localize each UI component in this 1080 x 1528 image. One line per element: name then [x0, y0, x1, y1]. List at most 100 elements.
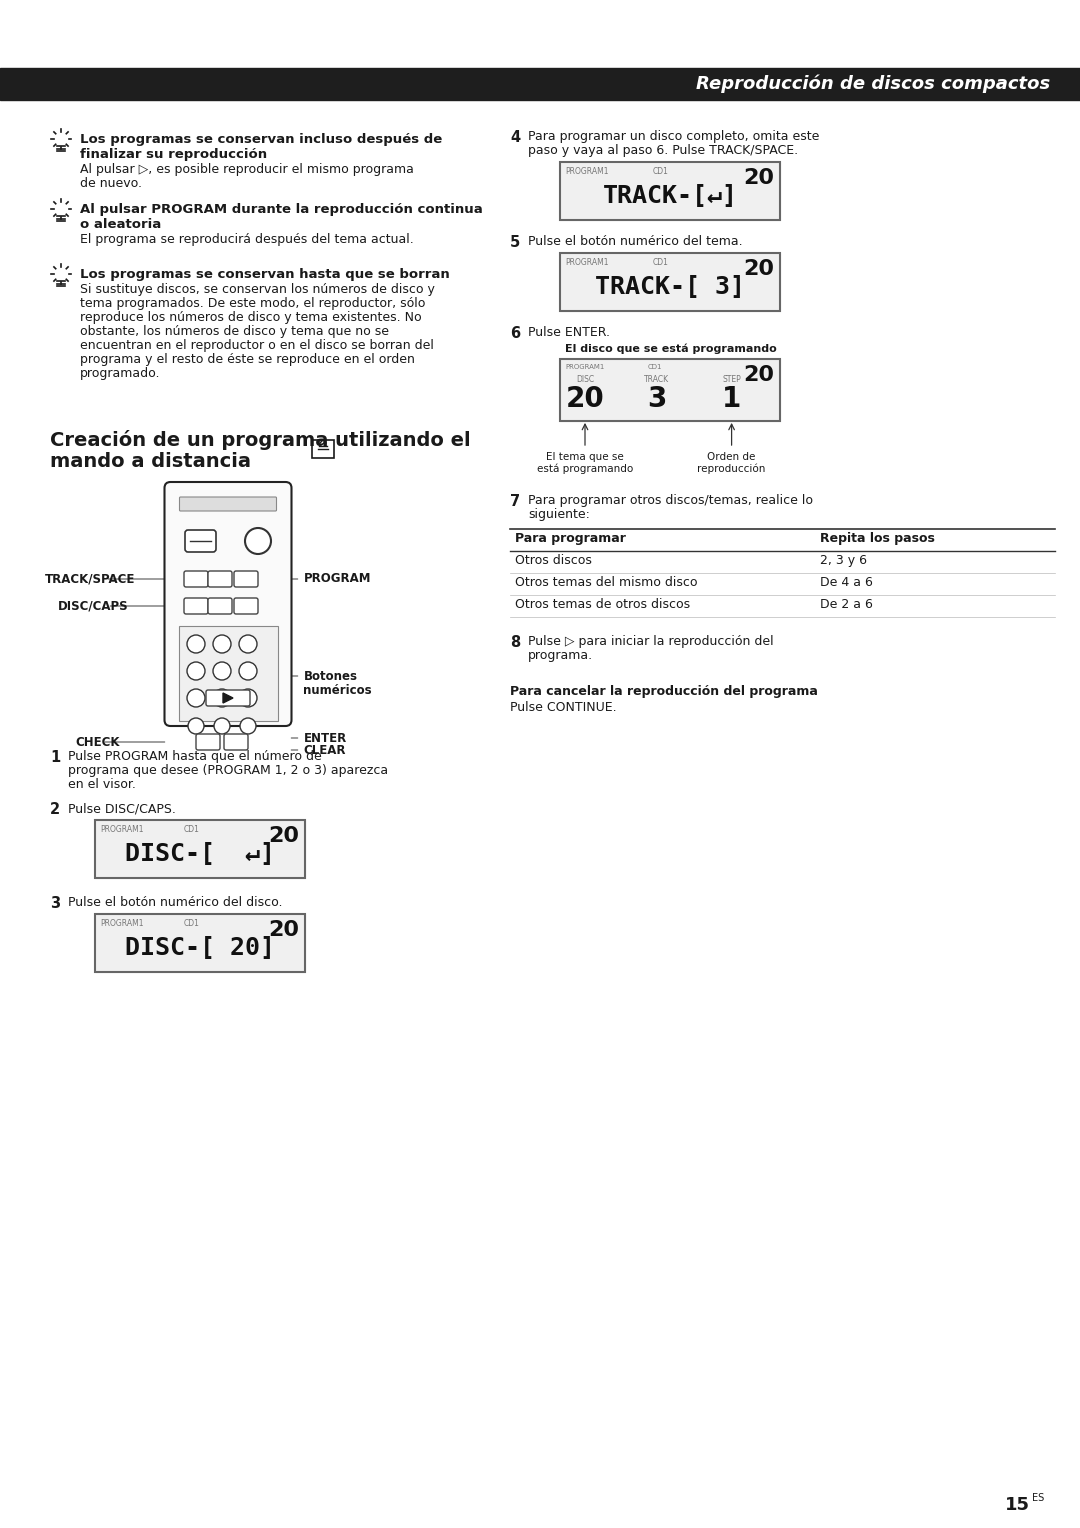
- Bar: [95, 821, 305, 879]
- FancyBboxPatch shape: [195, 733, 220, 750]
- Text: PROGRAM1: PROGRAM1: [100, 918, 144, 927]
- FancyBboxPatch shape: [208, 597, 232, 614]
- Text: 2, 3 y 6: 2, 3 y 6: [820, 555, 867, 567]
- Text: Los programas se conservan hasta que se borran: Los programas se conservan hasta que se …: [80, 267, 449, 281]
- Text: obstante, los números de disco y tema que no se: obstante, los números de disco y tema qu…: [80, 325, 389, 338]
- Text: DISC: DISC: [576, 374, 594, 384]
- Text: Para programar un disco completo, omita este: Para programar un disco completo, omita …: [528, 130, 820, 144]
- Text: Pulse DISC/CAPS.: Pulse DISC/CAPS.: [68, 802, 176, 814]
- Text: El tema que se
está programando: El tema que se está programando: [537, 452, 633, 474]
- Text: 15: 15: [1005, 1496, 1030, 1514]
- Text: Pulse CONTINUE.: Pulse CONTINUE.: [510, 701, 617, 714]
- Bar: [95, 914, 305, 972]
- FancyBboxPatch shape: [234, 597, 258, 614]
- Text: El disco que se está programando: El disco que se está programando: [565, 344, 777, 354]
- Text: 3: 3: [50, 895, 60, 911]
- Text: programado.: programado.: [80, 367, 161, 380]
- Text: Pulse el botón numérico del disco.: Pulse el botón numérico del disco.: [68, 895, 283, 909]
- Text: CD1: CD1: [652, 258, 669, 267]
- Text: PROGRAM1: PROGRAM1: [565, 258, 608, 267]
- Circle shape: [213, 662, 231, 680]
- Text: Al pulsar ▷, es posible reproducir el mismo programa: Al pulsar ▷, es posible reproducir el mi…: [80, 163, 414, 176]
- Circle shape: [188, 718, 204, 733]
- Circle shape: [213, 636, 231, 652]
- Text: STEP: STEP: [723, 374, 741, 384]
- Text: ENTER: ENTER: [303, 732, 347, 744]
- Text: Al pulsar PROGRAM durante la reproducción continua: Al pulsar PROGRAM durante la reproducció…: [80, 203, 483, 215]
- Text: Otros temas del mismo disco: Otros temas del mismo disco: [515, 576, 698, 588]
- Text: programa y el resto de éste se reproduce en el orden: programa y el resto de éste se reproduce…: [80, 353, 415, 367]
- Circle shape: [187, 636, 205, 652]
- FancyBboxPatch shape: [184, 571, 208, 587]
- Circle shape: [239, 689, 257, 707]
- Text: siguiente:: siguiente:: [528, 507, 590, 521]
- Text: Para programar: Para programar: [515, 532, 626, 545]
- Text: PROGRAM1: PROGRAM1: [565, 167, 608, 176]
- Text: PROGRAM1: PROGRAM1: [100, 825, 144, 834]
- Polygon shape: [222, 694, 233, 703]
- Text: 1: 1: [50, 750, 60, 766]
- Text: PROGRAM1: PROGRAM1: [565, 364, 605, 370]
- Text: TRACK-[↵]: TRACK-[↵]: [603, 183, 738, 208]
- Bar: [561, 359, 780, 422]
- Circle shape: [239, 662, 257, 680]
- Text: paso y vaya al paso 6. Pulse TRACK/SPACE.: paso y vaya al paso 6. Pulse TRACK/SPACE…: [528, 144, 798, 157]
- Text: Orden de
reproducción: Orden de reproducción: [698, 452, 766, 474]
- Circle shape: [214, 718, 230, 733]
- Text: 20: 20: [268, 827, 299, 847]
- Text: Botones: Botones: [303, 669, 357, 683]
- Text: Pulse ▷ para iniciar la reproducción del: Pulse ▷ para iniciar la reproducción del: [528, 636, 773, 648]
- Bar: [95, 914, 305, 972]
- FancyBboxPatch shape: [206, 691, 249, 706]
- Text: Pulse PROGRAM hasta que el número de: Pulse PROGRAM hasta que el número de: [68, 750, 322, 762]
- Text: El programa se reproducirá después del tema actual.: El programa se reproducirá después del t…: [80, 232, 414, 246]
- Text: 20: 20: [566, 385, 605, 413]
- Text: DISC-[  ↵]: DISC-[ ↵]: [125, 842, 275, 866]
- FancyBboxPatch shape: [184, 597, 208, 614]
- Text: Reproducción de discos compactos: Reproducción de discos compactos: [696, 75, 1050, 93]
- Bar: [178, 626, 278, 721]
- Text: CD1: CD1: [184, 825, 199, 834]
- Text: 2: 2: [50, 802, 60, 817]
- Text: reproduce los números de disco y tema existentes. No: reproduce los números de disco y tema ex…: [80, 312, 421, 324]
- Text: PROGRAM: PROGRAM: [303, 573, 372, 585]
- Text: 8: 8: [510, 636, 521, 649]
- Text: Pulse ENTER.: Pulse ENTER.: [528, 325, 610, 339]
- Text: de nuevo.: de nuevo.: [80, 177, 141, 189]
- Text: TRACK-[ 3]: TRACK-[ 3]: [595, 275, 745, 299]
- FancyBboxPatch shape: [224, 733, 248, 750]
- Text: 1: 1: [721, 385, 741, 413]
- Text: programa que desee (PROGRAM 1, 2 o 3) aparezca: programa que desee (PROGRAM 1, 2 o 3) ap…: [68, 764, 388, 778]
- Text: CD1: CD1: [652, 167, 669, 176]
- FancyBboxPatch shape: [208, 571, 232, 587]
- Circle shape: [187, 662, 205, 680]
- Text: finalizar su reproducción: finalizar su reproducción: [80, 148, 267, 160]
- Text: 3: 3: [647, 385, 666, 413]
- Text: Si sustituye discos, se conservan los números de disco y: Si sustituye discos, se conservan los nú…: [80, 283, 435, 296]
- Text: programa.: programa.: [528, 649, 593, 662]
- Circle shape: [187, 689, 205, 707]
- Text: CD1: CD1: [184, 918, 199, 927]
- Text: 20: 20: [743, 365, 774, 385]
- Text: 20: 20: [268, 920, 299, 940]
- Bar: [561, 254, 780, 312]
- Circle shape: [245, 529, 271, 555]
- Text: 5: 5: [510, 235, 521, 251]
- Text: TRACK/SPACE: TRACK/SPACE: [45, 573, 135, 585]
- Text: 4: 4: [510, 130, 521, 145]
- Circle shape: [213, 689, 231, 707]
- Text: encuentran en el reproductor o en el disco se borran del: encuentran en el reproductor o en el dis…: [80, 339, 434, 351]
- Text: De 2 a 6: De 2 a 6: [820, 597, 873, 611]
- Bar: [95, 821, 305, 879]
- Text: 6: 6: [510, 325, 521, 341]
- Text: mando a distancia: mando a distancia: [50, 452, 251, 471]
- Text: numéricos: numéricos: [303, 685, 373, 697]
- Text: De 4 a 6: De 4 a 6: [820, 576, 873, 588]
- Bar: [561, 359, 780, 422]
- Text: 7: 7: [510, 494, 521, 509]
- Text: Creación de un programa utilizando el: Creación de un programa utilizando el: [50, 429, 471, 451]
- Bar: [561, 162, 780, 220]
- FancyBboxPatch shape: [234, 571, 258, 587]
- Text: TRACK: TRACK: [645, 374, 670, 384]
- Text: Otros discos: Otros discos: [515, 555, 592, 567]
